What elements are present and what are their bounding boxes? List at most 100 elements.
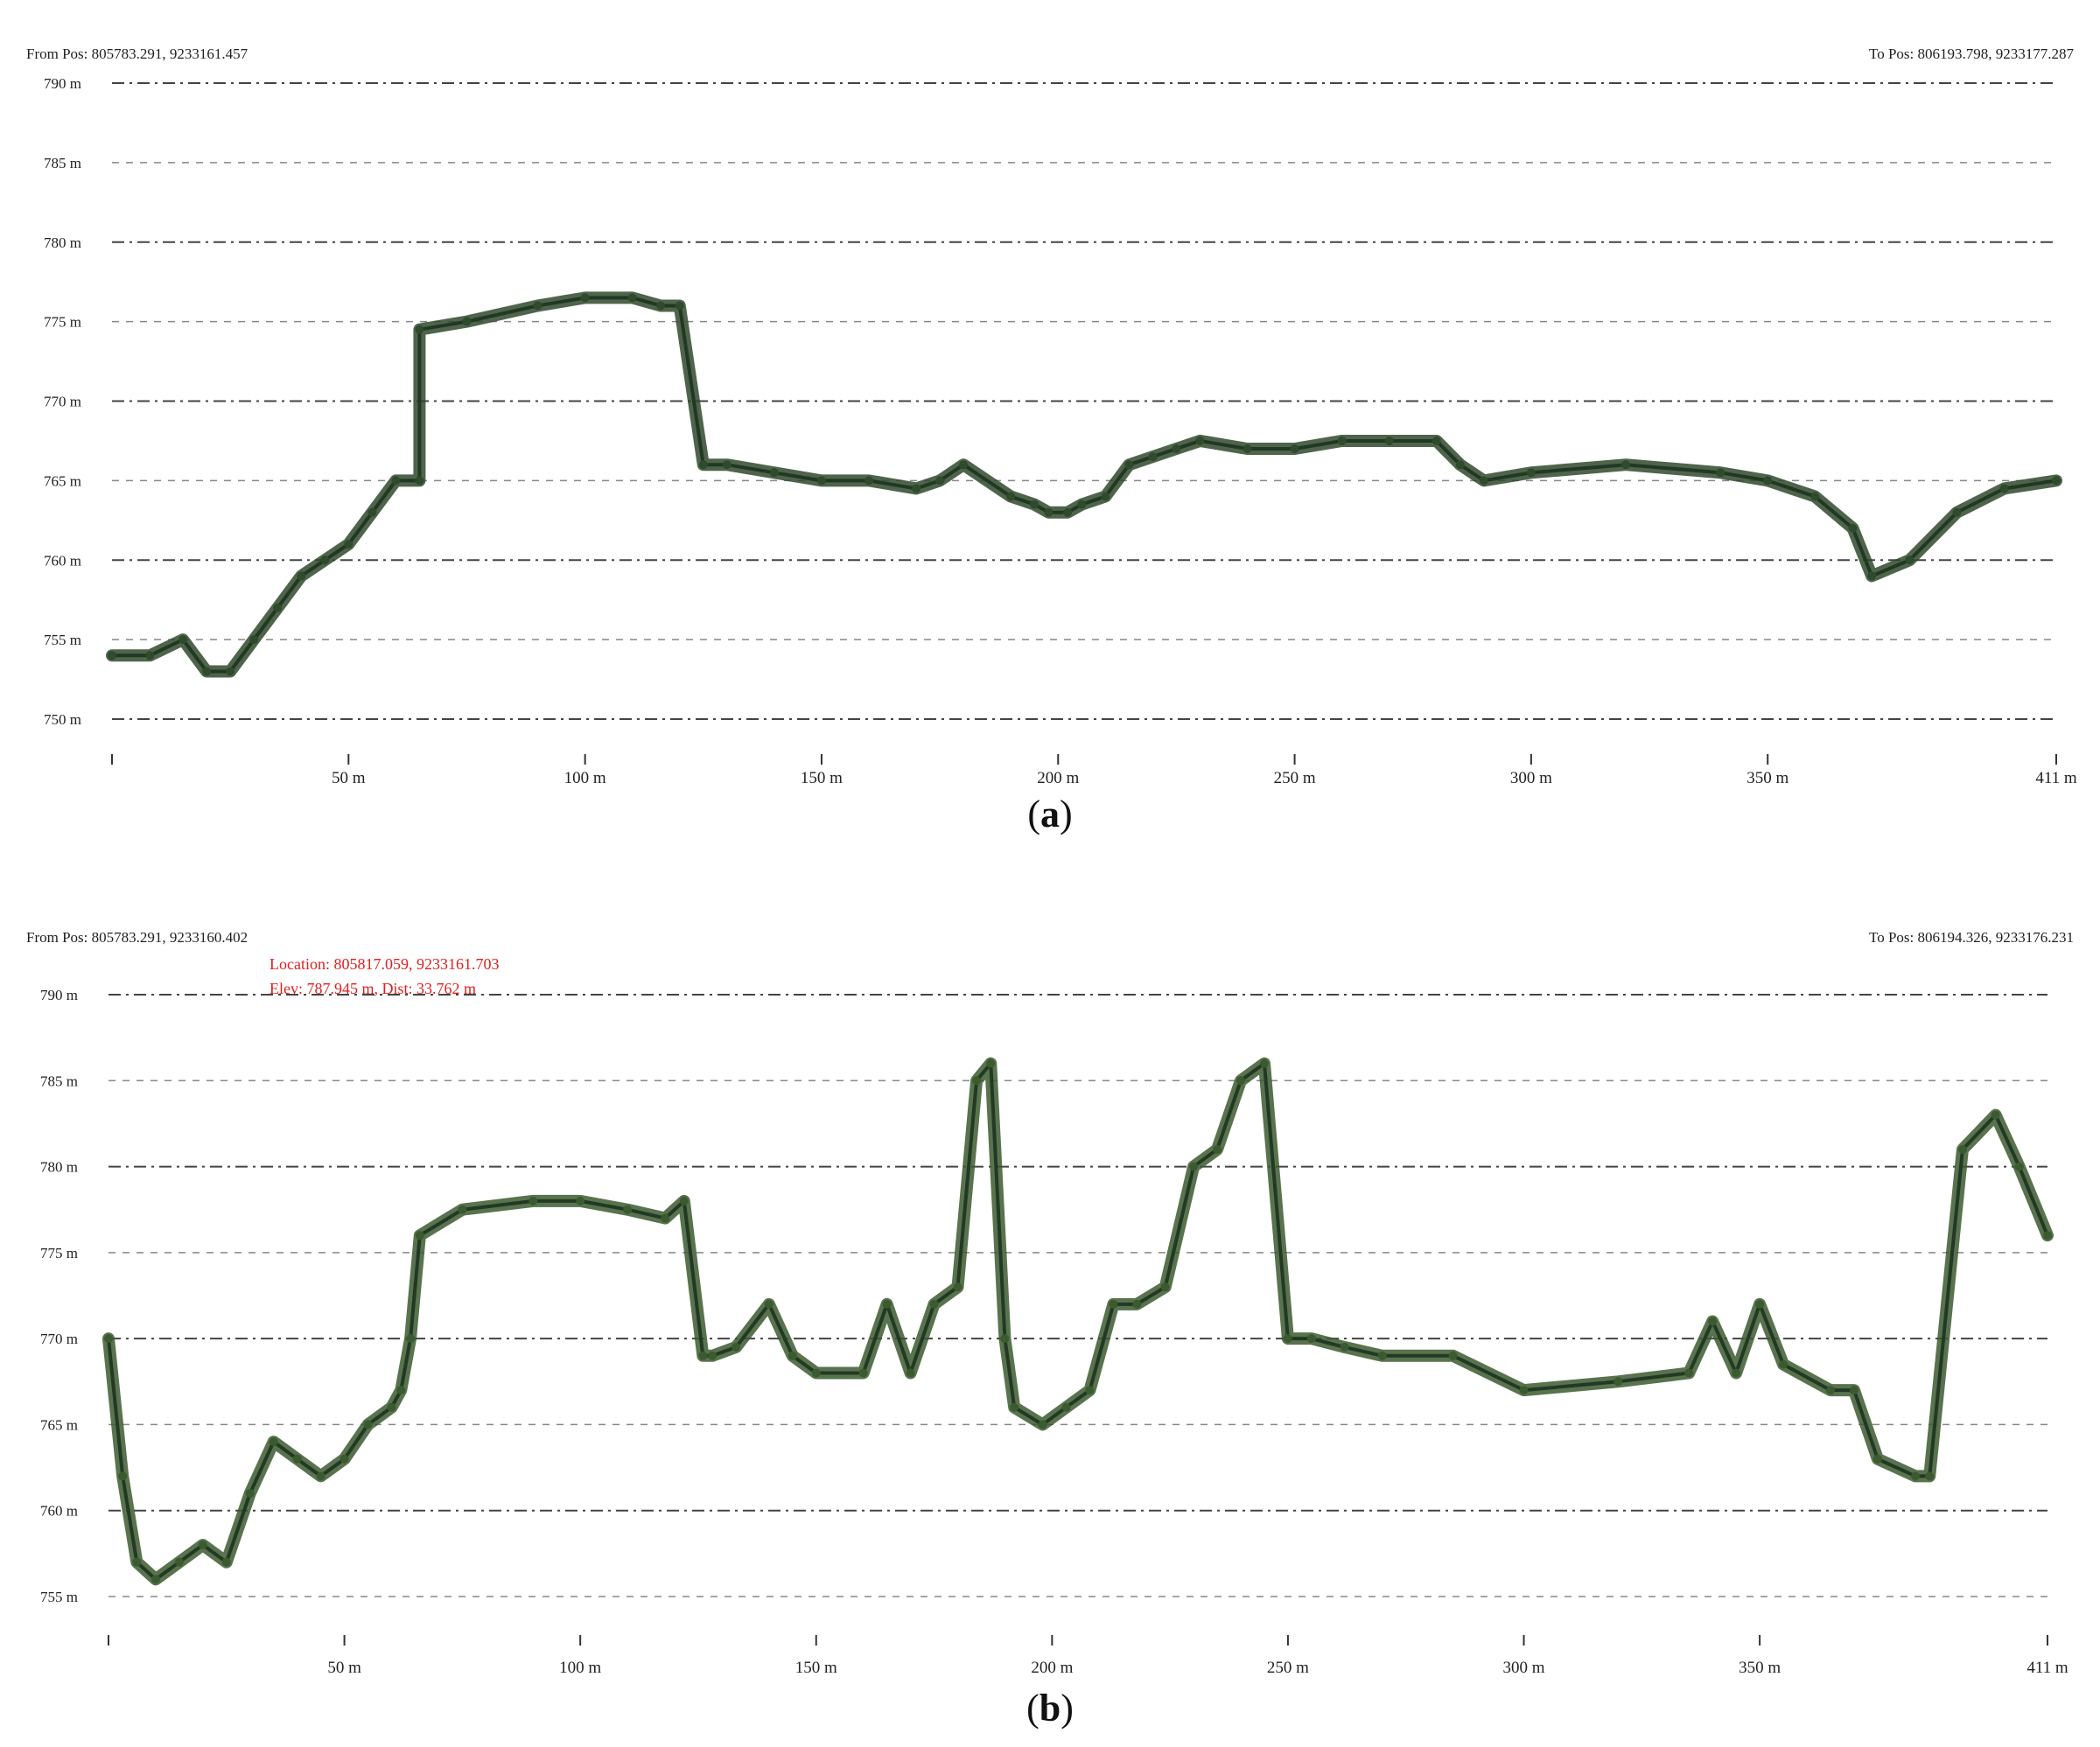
cursor-elevation-readout: Elev: 787.945 m, Dist: 33.762 m	[270, 980, 476, 997]
profile-point	[1132, 1299, 1142, 1309]
caption-a: (a)	[1027, 793, 1073, 835]
caption-b: (b)	[1026, 1687, 1074, 1730]
profile-point	[1290, 444, 1299, 454]
y-tick-label: 755 m	[44, 632, 81, 648]
profile-point	[1061, 1402, 1071, 1412]
profile-point	[935, 476, 945, 486]
profile-point	[273, 603, 283, 612]
profile-point	[1621, 460, 1631, 470]
profile-point	[882, 1299, 892, 1309]
x-tick-label: 350 m	[1746, 769, 1788, 787]
profile-point	[1519, 1386, 1529, 1395]
profile-point	[1810, 492, 1820, 501]
x-tick-label: 50 m	[332, 769, 366, 787]
profile-point	[722, 460, 732, 470]
profile-point	[368, 507, 377, 517]
profile-point	[627, 293, 637, 303]
from-position-label: From Pos: 805783.291, 9233160.402	[26, 929, 248, 946]
profile-point	[1455, 460, 1465, 470]
profile-point	[1377, 1351, 1387, 1360]
profile-point	[1195, 436, 1205, 445]
profile-point	[1911, 1471, 1921, 1481]
profile-point	[1213, 1144, 1222, 1154]
profile-point	[1952, 507, 1962, 517]
profile-point	[1063, 507, 1073, 517]
y-tick-label: 755 m	[40, 1589, 78, 1605]
profile-band	[106, 291, 2062, 678]
from-position-label: From Pos: 805783.291, 9233161.457	[26, 45, 248, 62]
y-tick-label: 785 m	[44, 155, 81, 171]
profile-point	[174, 1557, 184, 1567]
x-tick-label: 300 m	[1510, 769, 1552, 787]
profile-point	[2014, 1162, 2024, 1171]
profile-point	[1000, 1334, 1010, 1344]
cursor-location-readout: Location: 805817.059, 9233161.703	[270, 955, 500, 973]
profile-point	[150, 1575, 160, 1584]
profile-point	[788, 1351, 797, 1360]
profile-point	[1716, 468, 1726, 478]
profile-point	[344, 540, 354, 549]
y-tick-label: 775 m	[44, 314, 81, 331]
to-position-label: To Pos: 806193.798, 9233177.287	[1869, 45, 2074, 62]
profile-point	[226, 667, 235, 676]
profile-point	[415, 1231, 424, 1240]
x-tick-label: 200 m	[1031, 1659, 1073, 1677]
profile-point	[221, 1557, 231, 1567]
profile-point	[1872, 1454, 1882, 1464]
profile-point	[1242, 444, 1252, 454]
profile-point	[959, 460, 969, 470]
profile-point	[1925, 1471, 1935, 1481]
y-tick-label: 760 m	[44, 552, 81, 569]
profile-point	[245, 1489, 255, 1499]
x-tick-label: 100 m	[559, 1659, 601, 1677]
y-tick-label: 760 m	[40, 1503, 78, 1520]
x-tick-label: 350 m	[1739, 1659, 1781, 1677]
profile-point	[533, 301, 542, 311]
profile-point	[396, 1386, 406, 1395]
elevation-profile-chart-b: 755 m 760 m 765 m 770 m 775 m 780 m 785 m 790 m…	[40, 987, 2068, 1677]
profile-panel-a: From Pos: 805783.291, 9233161.457 To Pos…	[0, 0, 2100, 835]
profile-point	[769, 468, 779, 478]
x-tick-label: 300 m	[1503, 1659, 1545, 1677]
profile-point	[1848, 523, 1858, 533]
profile-point	[912, 484, 921, 493]
profile-point	[458, 1205, 467, 1214]
profile-point	[118, 1471, 128, 1481]
profile-point	[1763, 476, 1773, 486]
x-tick-label: 200 m	[1037, 769, 1079, 787]
profile-point	[1448, 1351, 1458, 1360]
profile-point	[462, 317, 472, 326]
y-tick-label: 780 m	[40, 1159, 78, 1176]
profile-point	[1010, 1402, 1019, 1412]
profile-point	[340, 1454, 349, 1464]
profile-point	[1337, 436, 1347, 445]
y-tick-label: 765 m	[40, 1416, 78, 1433]
profile-point	[576, 1196, 585, 1205]
profile-point	[145, 651, 155, 660]
profile-point	[1991, 1110, 2000, 1120]
profile-point	[2052, 476, 2061, 486]
profile-point	[661, 1213, 670, 1223]
profile-point	[953, 1282, 962, 1292]
x-tick-label: 100 m	[564, 769, 606, 787]
profile-point	[316, 1471, 326, 1481]
profile-point	[675, 301, 684, 311]
profile-point	[1030, 500, 1040, 509]
profile-point	[1148, 452, 1158, 462]
profile-point	[528, 1196, 538, 1205]
profile-point	[679, 1196, 689, 1205]
profile-point	[178, 635, 188, 645]
profile-point	[292, 1454, 302, 1464]
y-tick-label: 770 m	[44, 394, 81, 410]
profile-point	[811, 1368, 821, 1378]
y-tick-label: 750 m	[44, 711, 81, 728]
profile-point	[1957, 1144, 1967, 1154]
profile-point	[269, 1437, 278, 1447]
profile-point	[1526, 468, 1536, 478]
profile-point	[858, 1368, 868, 1378]
profile-point	[1905, 556, 1914, 565]
profile-point	[1732, 1368, 1741, 1378]
profile-point	[864, 476, 874, 486]
profile-point	[732, 1342, 741, 1352]
x-tick-label: 150 m	[801, 769, 843, 787]
